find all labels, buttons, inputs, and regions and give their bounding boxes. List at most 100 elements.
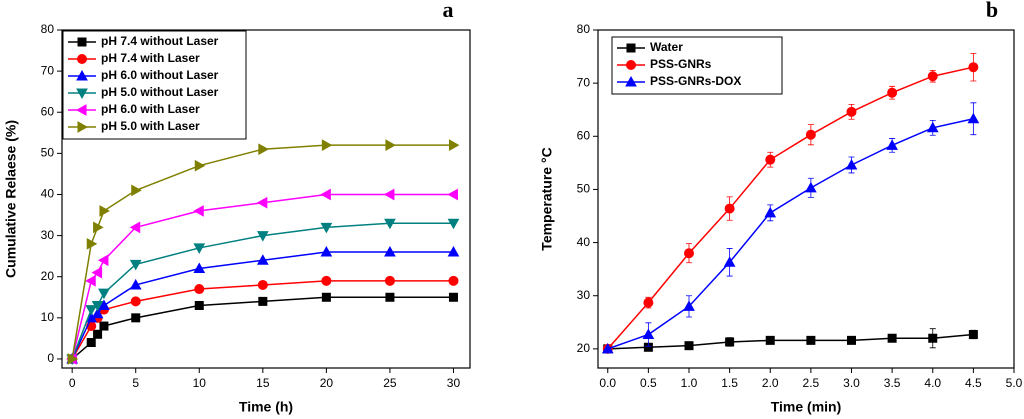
y-tick-label: 40: [41, 187, 55, 201]
series-line: [71, 296, 454, 360]
y-tick-label: 40: [577, 235, 591, 249]
x-tick-label: 10: [193, 376, 207, 390]
marker: [77, 54, 87, 64]
series-line: [71, 144, 454, 360]
marker: [99, 321, 109, 331]
marker: [129, 221, 141, 234]
marker: [99, 205, 110, 217]
x-tick-label: 20: [320, 376, 334, 390]
plot-frame: [597, 29, 1015, 369]
marker: [683, 300, 695, 311]
marker: [383, 188, 395, 201]
legend-label: pH 7.4 without Laser: [101, 34, 219, 48]
marker: [320, 222, 333, 234]
marker: [927, 71, 938, 82]
marker: [85, 274, 96, 287]
marker: [76, 69, 88, 81]
marker: [764, 206, 777, 218]
y-axis-label: Temperature °C: [539, 147, 555, 250]
marker: [926, 121, 939, 133]
panel-label: b: [986, 0, 998, 22]
marker: [67, 353, 79, 365]
marker: [131, 313, 141, 323]
marker: [886, 139, 898, 150]
x-tick-label: 30: [447, 376, 461, 390]
marker: [723, 256, 736, 267]
marker: [85, 305, 98, 316]
marker: [724, 203, 735, 214]
legend-label: pH 6.0 without Laser: [101, 68, 219, 82]
marker: [847, 335, 856, 345]
x-tick-label: 3.0: [843, 376, 860, 390]
series-line: [607, 118, 974, 350]
marker: [320, 246, 333, 257]
marker: [385, 292, 395, 302]
marker: [194, 284, 205, 295]
marker: [806, 335, 816, 345]
legend-label: pH 5.0 with Laser: [101, 119, 200, 133]
marker: [194, 159, 206, 172]
series-line: [71, 193, 454, 360]
marker: [887, 87, 898, 98]
marker: [193, 205, 204, 217]
marker: [846, 106, 857, 117]
x-tick-label: 2.0: [762, 376, 779, 390]
y-tick-label: 60: [41, 104, 55, 118]
x-tick-label: 3.5: [884, 376, 901, 390]
marker: [257, 279, 268, 290]
marker: [129, 259, 142, 271]
y-tick-label: 80: [41, 22, 55, 36]
marker: [98, 288, 110, 300]
marker: [448, 292, 458, 302]
marker: [91, 266, 103, 279]
y-tick-label: 0: [47, 351, 54, 365]
marker: [256, 254, 269, 265]
y-tick-label: 10: [41, 310, 55, 324]
marker: [385, 139, 396, 151]
marker: [258, 296, 268, 306]
y-tick-label: 30: [577, 288, 591, 302]
marker: [765, 154, 776, 165]
legend-label: pH 7.4 with Laser: [101, 51, 200, 65]
marker: [321, 292, 331, 302]
legend-label: Water: [650, 40, 683, 54]
marker: [805, 129, 816, 140]
x-tick-label: 25: [383, 376, 397, 390]
marker: [384, 246, 396, 257]
marker: [625, 75, 637, 87]
y-tick-label: 50: [41, 146, 55, 160]
marker: [384, 218, 396, 230]
marker: [447, 188, 458, 201]
marker: [193, 262, 206, 273]
marker: [626, 60, 636, 70]
marker: [928, 333, 938, 343]
marker: [384, 275, 395, 286]
marker: [684, 341, 694, 351]
y-tick-label: 20: [41, 269, 55, 283]
marker: [91, 300, 104, 312]
x-tick-label: 2.5: [803, 376, 820, 390]
marker: [130, 296, 141, 307]
marker: [75, 104, 87, 116]
x-tick-label: 0.5: [640, 376, 657, 390]
y-tick-label: 70: [577, 75, 591, 89]
marker: [98, 299, 110, 310]
marker: [845, 158, 858, 170]
marker: [321, 275, 332, 286]
plot-frame: [61, 29, 471, 369]
marker: [684, 248, 694, 259]
y-tick-label: 70: [41, 63, 55, 77]
x-tick-label: 15: [256, 376, 270, 390]
legend-box: [62, 30, 247, 140]
marker: [448, 139, 460, 151]
legend-label: PSS-GNRs-DOX: [650, 74, 741, 88]
marker: [194, 300, 204, 310]
marker: [320, 188, 331, 201]
marker: [447, 246, 460, 257]
marker: [626, 43, 636, 53]
x-tick-label: 1.5: [721, 376, 738, 390]
y-axis-label: Cumulative Relaese (%): [3, 120, 19, 278]
panel-label: a: [443, 0, 454, 22]
marker: [86, 237, 98, 250]
x-tick-label: 4.0: [924, 376, 941, 390]
